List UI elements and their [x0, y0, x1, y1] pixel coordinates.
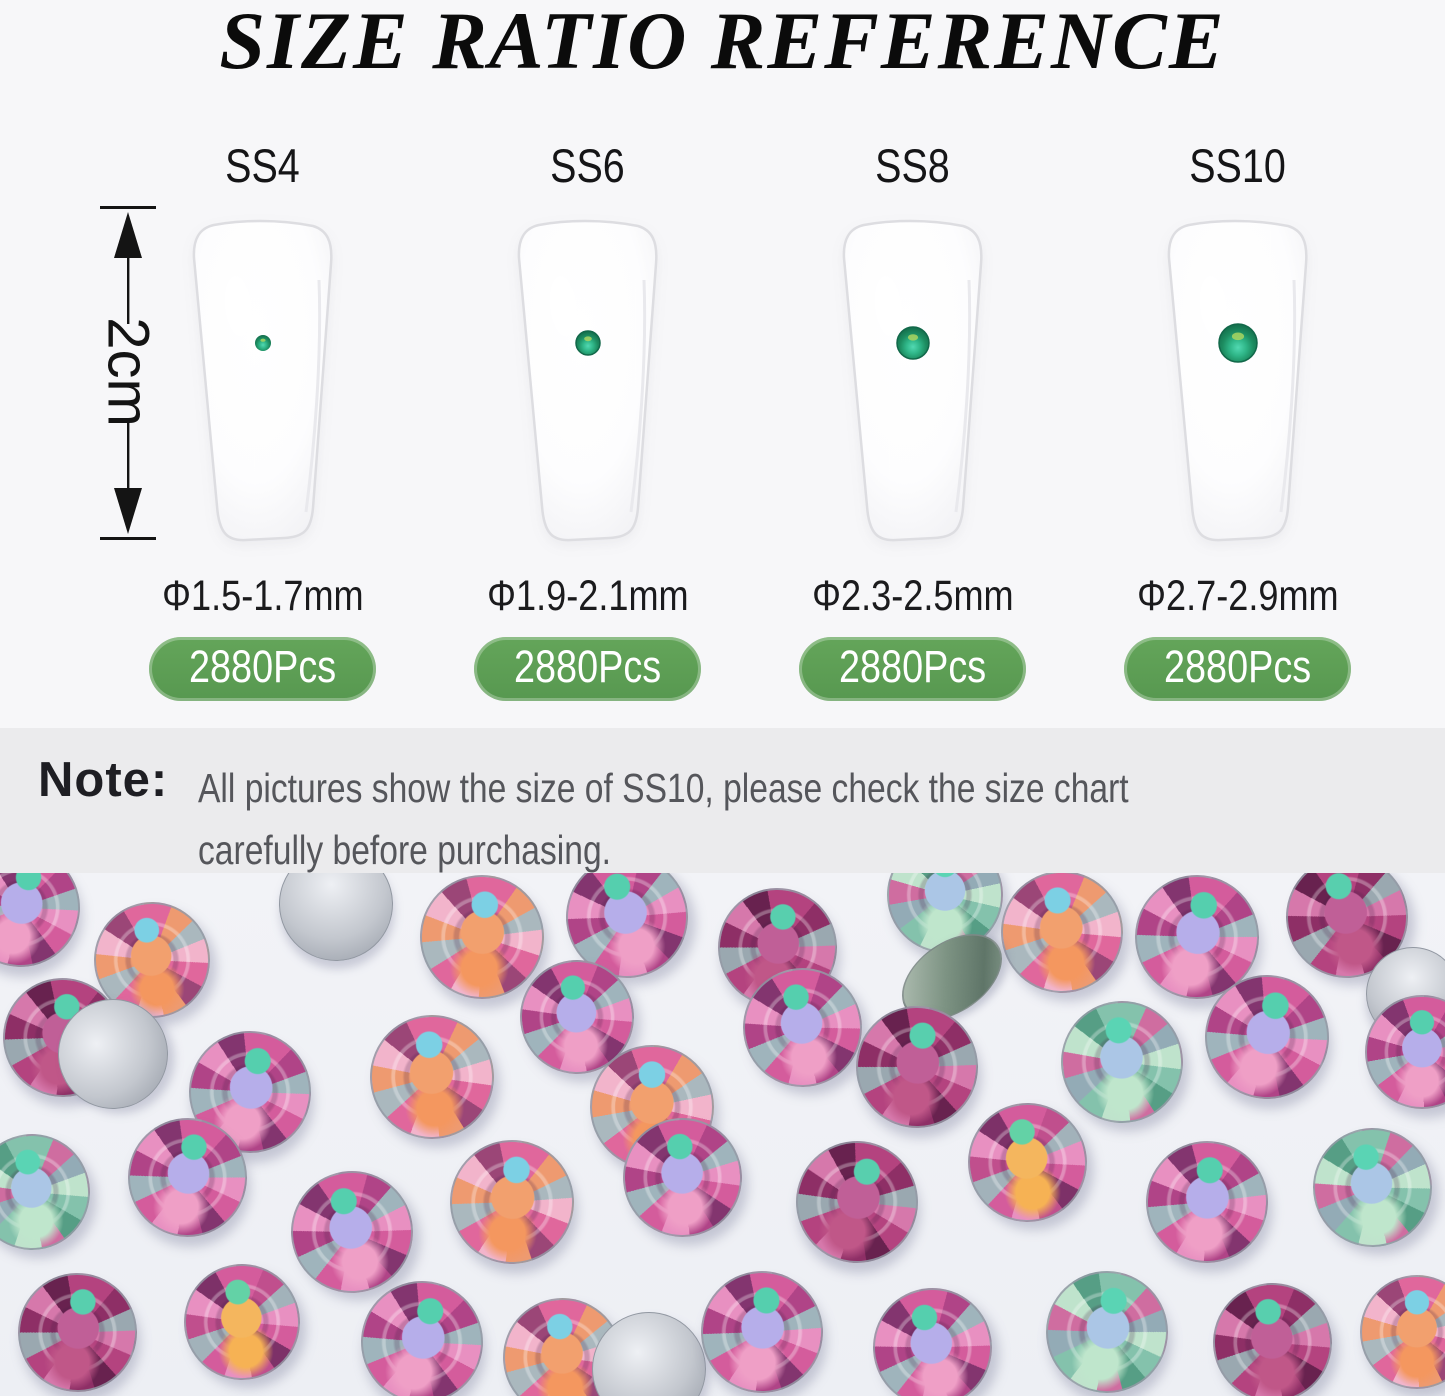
nail-highlight: [224, 276, 251, 336]
gem-icon: [574, 330, 601, 356]
gem-glint: [259, 338, 266, 342]
rhinestone: [993, 873, 1131, 1001]
page-title: SIZE RATIO REFERENCE: [219, 0, 1226, 86]
diameter-label: Φ1.5-1.7mm: [161, 572, 364, 620]
size-column-ss6: SS6 Φ1.9-2.1mm 2880Pcs: [425, 138, 750, 701]
diameter-label: Φ1.9-2.1mm: [486, 572, 689, 620]
rhinestone: [780, 1125, 934, 1279]
rhinestone-photo: [0, 873, 1445, 1396]
rhinestone: [1301, 1116, 1443, 1258]
gem-glint: [1231, 332, 1244, 341]
gem-icon: [1217, 323, 1258, 363]
nail-highlight: [1199, 276, 1226, 336]
size-column-ss8: SS8 Φ2.3-2.5mm 2880Pcs: [750, 138, 1075, 701]
rhinestone: [364, 1009, 500, 1145]
rhinestone: [1034, 1259, 1180, 1396]
rhinestone: [8, 1263, 146, 1396]
diameter-label: Φ2.3-2.5mm: [811, 572, 1014, 620]
count-badge: 2880Pcs: [148, 637, 377, 701]
nail-tip-graphic: [842, 219, 983, 542]
rhinestone: [1204, 1274, 1340, 1396]
rhinestone: [958, 1093, 1096, 1231]
size-label: SS8: [875, 139, 950, 192]
gem-glint: [583, 336, 592, 342]
count-badge: 2880Pcs: [798, 637, 1027, 701]
count-badge: 2880Pcs: [473, 637, 702, 701]
gem-icon: [895, 326, 930, 360]
diameter-label: Φ2.7-2.9mm: [1136, 572, 1339, 620]
rhinestone: [441, 1131, 583, 1273]
nail-highlight: [874, 276, 901, 336]
size-columns: SS4 Φ1.5-1.7mm 2880Pcs SS6 Φ1.9-2.1mm 28…: [100, 138, 1400, 701]
rhinestone: [1054, 994, 1190, 1130]
nail-tip-graphic: [1167, 219, 1308, 542]
rhinestone: [0, 1126, 98, 1258]
size-label: SS10: [1189, 139, 1286, 192]
note-band: Note: All pictures show the size of SS10…: [0, 728, 1445, 873]
nail-tip-graphic: [192, 219, 333, 542]
rhinestone: [1360, 1275, 1445, 1389]
gem-icon: [254, 335, 271, 351]
rhinestone: [0, 873, 93, 980]
rhinestone: [693, 1263, 831, 1396]
note-label: Note:: [38, 753, 169, 807]
nail-highlight: [549, 276, 576, 336]
rhinestone-flat-back: [262, 873, 410, 978]
rhinestone: [176, 1256, 308, 1388]
rhinestone: [1140, 1135, 1274, 1269]
rhinestone: [859, 1274, 1005, 1396]
size-label: SS4: [225, 139, 300, 192]
nail-tip-graphic: [517, 219, 658, 542]
count-badge: 2880Pcs: [1123, 637, 1352, 701]
size-label: SS6: [550, 139, 625, 192]
note-text: All pictures show the size of SS10, plea…: [198, 765, 1129, 873]
measurement-ruler: 2cm: [96, 206, 161, 540]
rhinestone: [846, 996, 988, 1138]
gem-glint: [907, 334, 918, 341]
size-column-ss10: SS10 Φ2.7-2.9mm 2880Pcs: [1075, 138, 1400, 701]
size-column-ss4: SS4 Φ1.5-1.7mm 2880Pcs: [100, 138, 425, 701]
measurement-arrow-icon: [100, 206, 156, 540]
